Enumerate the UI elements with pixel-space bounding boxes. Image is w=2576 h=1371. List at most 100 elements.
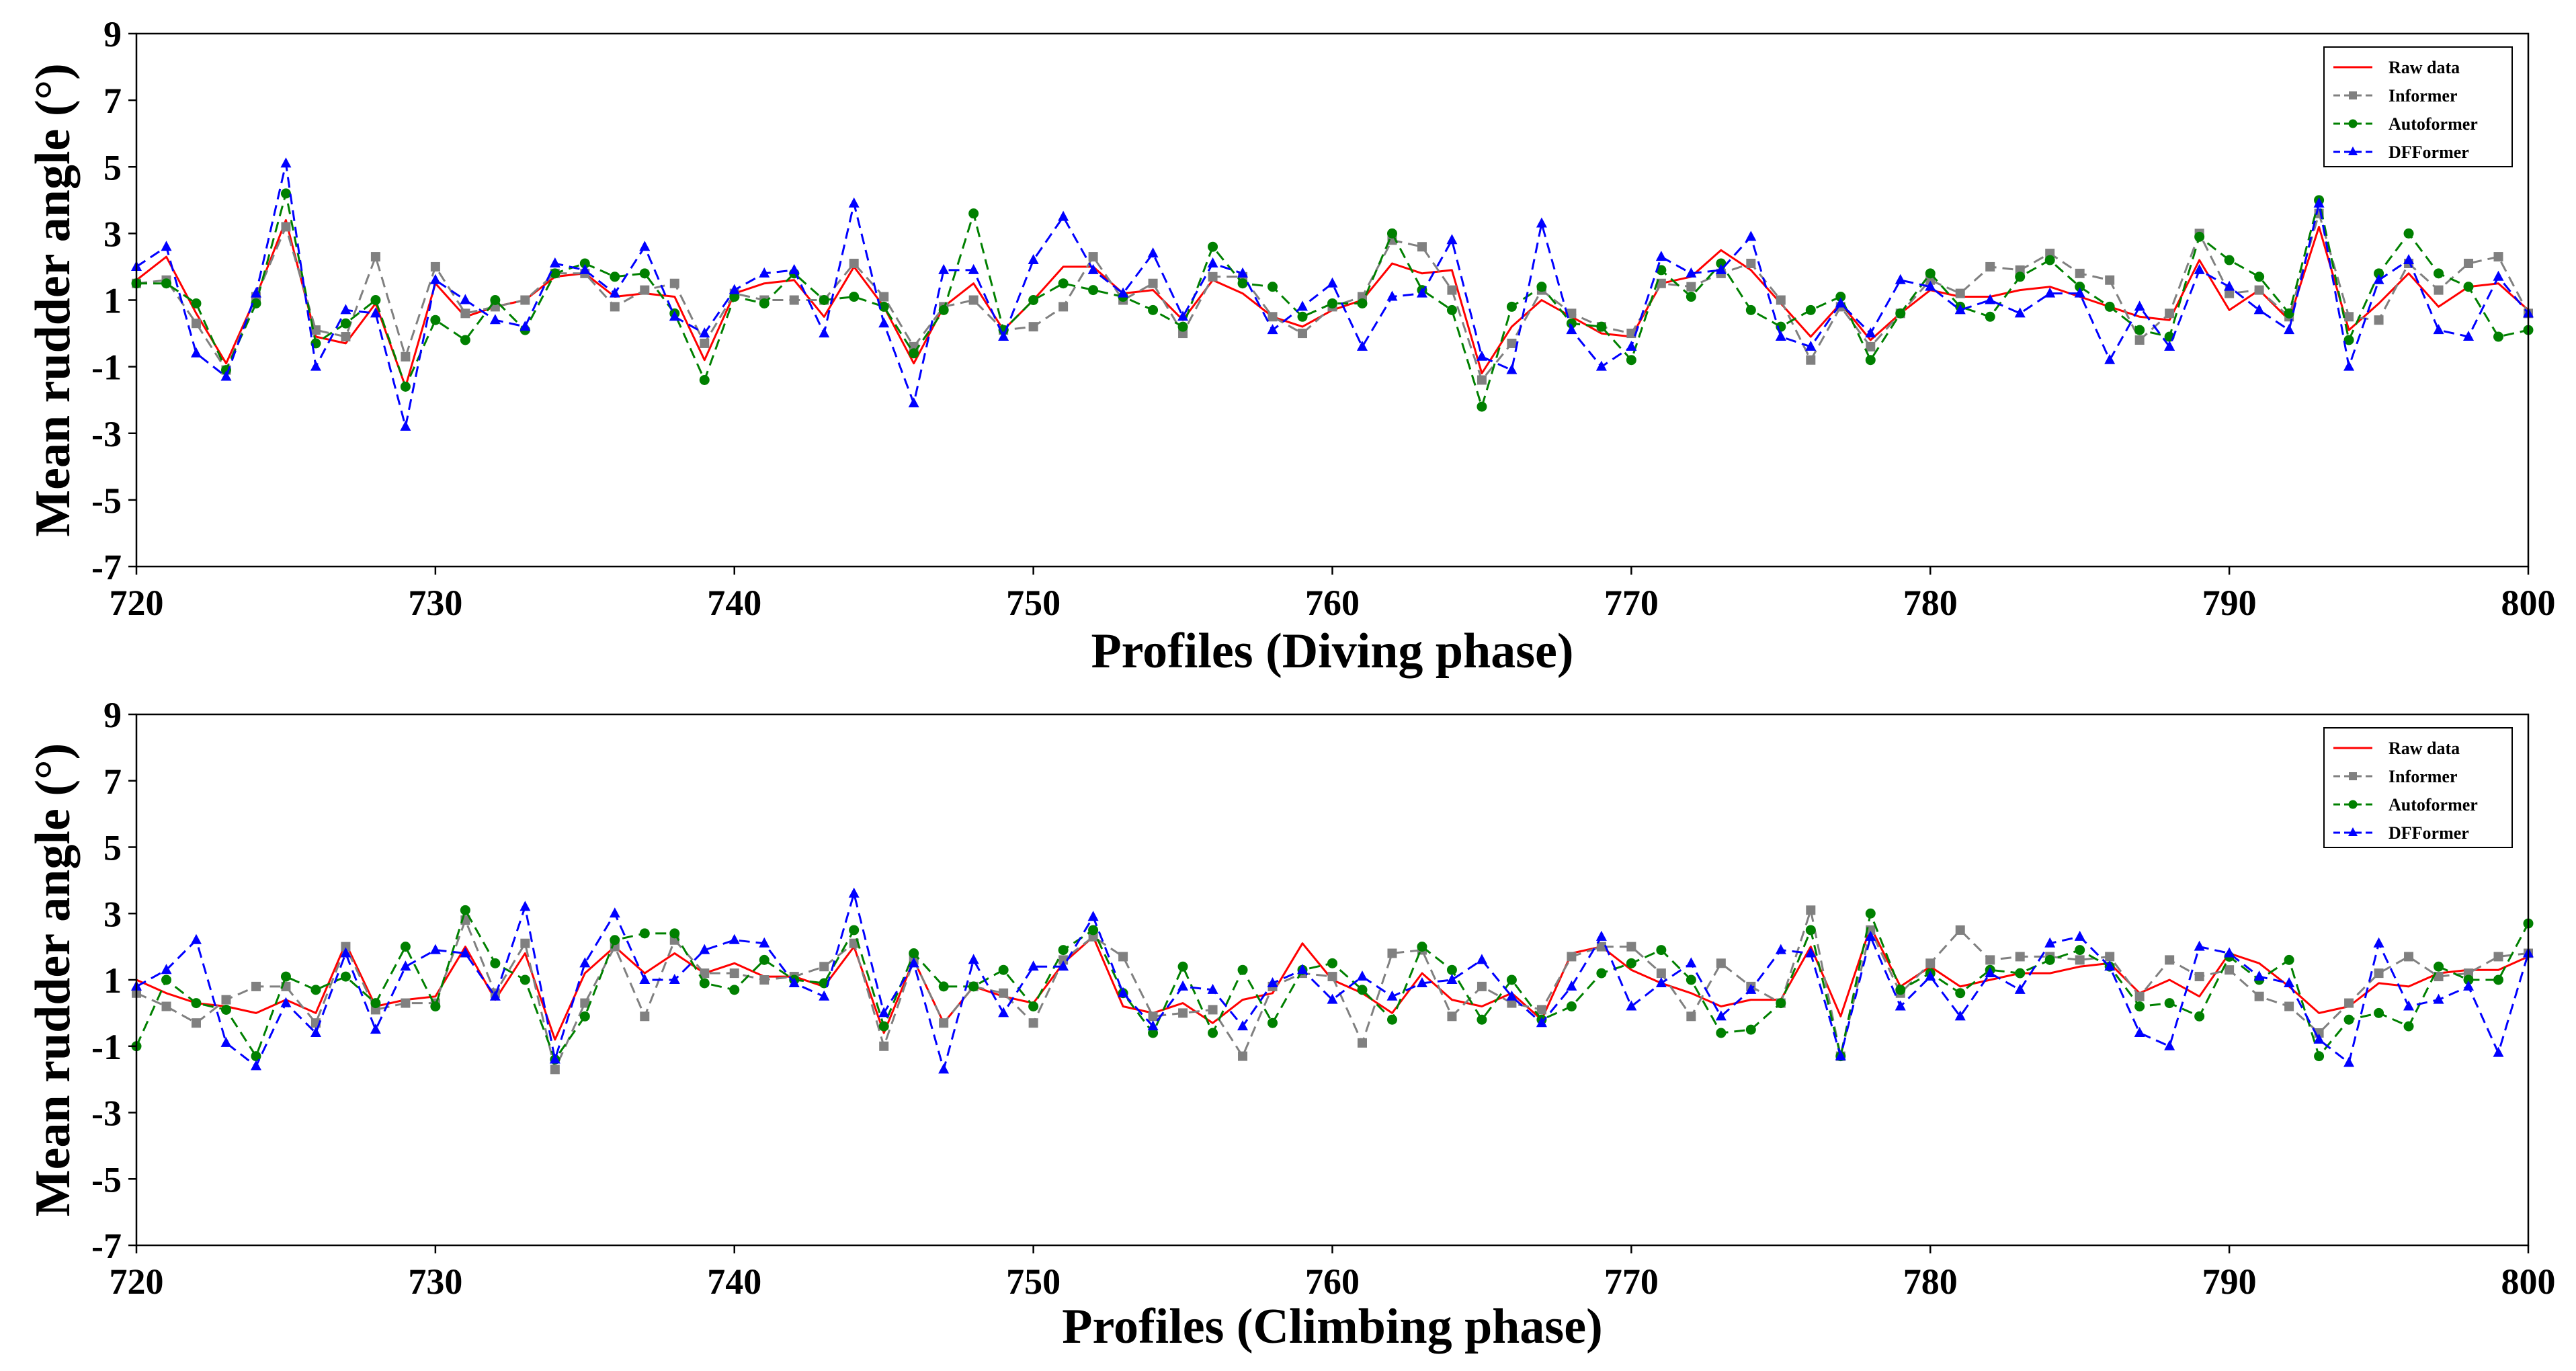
diving-point — [2253, 304, 2265, 315]
diving-point — [1416, 287, 1427, 298]
diving-point — [2105, 275, 2115, 285]
climbing-point — [788, 977, 800, 987]
diving-x-tick-label: 790 — [2202, 583, 2257, 623]
climbing-x-tick-label: 790 — [2202, 1261, 2257, 1302]
diving-point — [2164, 340, 2175, 351]
diving-y-tick-label: -3 — [91, 414, 122, 454]
diving-point — [2104, 301, 2115, 312]
climbing-point — [938, 981, 949, 992]
diving-point — [819, 327, 830, 338]
climbing-series-line — [136, 925, 2529, 1041]
climbing-point — [341, 942, 351, 952]
climbing-series-line — [136, 892, 2530, 1071]
diving-point — [878, 301, 889, 312]
climbing-y-tick-label: 5 — [103, 828, 122, 868]
climbing-point — [1536, 1017, 1547, 1028]
climbing-point — [490, 958, 501, 968]
climbing-point — [609, 907, 620, 918]
climbing-point — [340, 971, 351, 982]
diving-point — [2194, 263, 2205, 274]
diving-point — [2433, 324, 2444, 335]
climbing-point — [2134, 991, 2145, 1001]
climbing-point — [430, 1001, 441, 1011]
diving-point — [699, 327, 710, 338]
diving-point — [2134, 325, 2145, 335]
diving-point — [2284, 308, 2294, 319]
climbing-legend-marker — [2349, 772, 2357, 780]
climbing-point — [729, 968, 739, 979]
diving-point — [1805, 304, 1816, 315]
diving-legend-marker — [2348, 147, 2358, 155]
diving-point — [460, 294, 471, 304]
diving-point — [1686, 282, 1696, 292]
diving-point — [2343, 335, 2354, 345]
climbing-point — [938, 1063, 950, 1074]
climbing-point — [1058, 960, 1069, 971]
diving-point — [1506, 364, 1518, 374]
diving-point — [1686, 267, 1697, 278]
diving-point — [968, 295, 979, 305]
climbing-point — [1806, 905, 1816, 915]
climbing-point — [161, 1001, 171, 1011]
climbing-point — [999, 988, 1009, 998]
climbing-point — [579, 1011, 590, 1022]
diving-point — [1058, 302, 1069, 312]
diving-point — [520, 295, 530, 305]
climbing-point — [550, 1065, 560, 1075]
climbing-point — [250, 1060, 261, 1071]
diving-y-tick-label: -5 — [91, 481, 122, 521]
climbing-point — [1686, 974, 1696, 985]
diving-point — [2074, 287, 2085, 298]
climbing-point — [2434, 972, 2444, 982]
climbing-point — [520, 974, 530, 985]
climbing-point — [1865, 930, 1876, 941]
climbing-point — [1567, 952, 1577, 962]
diving-point — [2434, 268, 2444, 279]
diving-point — [161, 278, 171, 289]
diving-x-tick-label: 750 — [1006, 583, 1061, 623]
diving-y-tick-label: 1 — [103, 281, 122, 321]
climbing-point — [939, 1018, 949, 1028]
climbing-point — [370, 998, 381, 1009]
climbing-x-axis-label: Profiles (Climbing phase) — [1062, 1299, 1602, 1354]
climbing-point — [1447, 1011, 1457, 1022]
diving-point — [550, 268, 560, 279]
climbing-point — [1865, 908, 1876, 919]
diving-legend-label: DFFormer — [2388, 142, 2469, 162]
diving-point — [1446, 304, 1457, 315]
diving-point — [1776, 295, 1786, 305]
diving-point — [789, 295, 799, 305]
diving-point — [520, 321, 531, 331]
diving-point — [1865, 355, 1876, 366]
climbing-point — [1327, 958, 1337, 968]
diving-x-tick-label: 760 — [1305, 583, 1360, 623]
climbing-point — [251, 981, 261, 991]
climbing-point — [2105, 952, 2115, 962]
diving-point — [1775, 331, 1786, 341]
diving-point — [401, 351, 411, 362]
climbing-point — [191, 998, 202, 1009]
climbing-point — [908, 957, 919, 968]
climbing-point — [2194, 940, 2205, 951]
climbing-point — [460, 905, 470, 915]
climbing-point — [639, 928, 650, 939]
diving-point — [968, 208, 979, 219]
climbing-point — [310, 1027, 321, 1037]
climbing-point — [370, 1024, 381, 1034]
diving-y-tick-label: 7 — [103, 81, 122, 121]
climbing-point — [1237, 1020, 1249, 1031]
diving-point — [1745, 304, 1756, 315]
diving-point — [788, 263, 800, 274]
diving-point — [1386, 290, 1398, 301]
diving-point — [1745, 231, 1757, 241]
diving-point — [310, 360, 321, 371]
diving-legend-marker — [2348, 119, 2358, 128]
climbing-y-tick-label: 1 — [103, 960, 122, 1001]
climbing-point — [400, 942, 411, 952]
climbing-point — [2403, 1000, 2415, 1011]
climbing-point — [2074, 930, 2085, 941]
climbing-point — [1506, 990, 1518, 1001]
diving-point — [250, 287, 261, 298]
diving-point — [2493, 270, 2504, 281]
